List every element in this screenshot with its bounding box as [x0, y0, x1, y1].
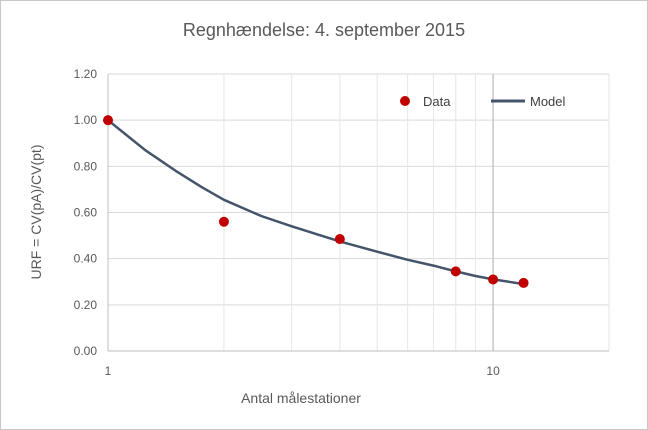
x-axis-ticks: 1 10	[105, 364, 500, 378]
chart-title: Regnhændelse: 4. september 2015	[183, 20, 465, 40]
legend-model-label: Model	[530, 94, 566, 109]
data-point	[488, 274, 499, 285]
y-tick-label: 1.00	[74, 113, 98, 127]
y-tick-label: 0.60	[74, 206, 98, 220]
data-point	[103, 115, 113, 126]
y-tick-label: 1.20	[74, 67, 98, 81]
x-tick-label: 1	[105, 364, 112, 378]
data-point	[518, 277, 529, 288]
legend: Data Model	[400, 94, 566, 109]
y-tick-label: 0.00	[74, 344, 98, 358]
y-axis-ticks: 0.00 0.20 0.40 0.60 0.80 1.00 1.20	[74, 67, 98, 358]
data-point	[450, 266, 461, 277]
legend-data-label: Data	[423, 94, 451, 109]
gridlines	[108, 73, 610, 351]
model-line	[107, 119, 524, 286]
y-tick-label: 0.80	[74, 159, 98, 173]
x-tick-label: 10	[486, 364, 500, 378]
y-axis-label: URF = CV(pA)/CV(pt)	[28, 145, 44, 280]
data-point	[334, 234, 345, 245]
legend-data-marker	[400, 96, 410, 106]
data-point	[218, 216, 229, 227]
plot-area	[103, 115, 529, 288]
y-tick-label: 0.20	[74, 298, 98, 312]
y-tick-label: 0.40	[74, 252, 98, 266]
x-axis-label: Antal målestationer	[241, 390, 361, 406]
